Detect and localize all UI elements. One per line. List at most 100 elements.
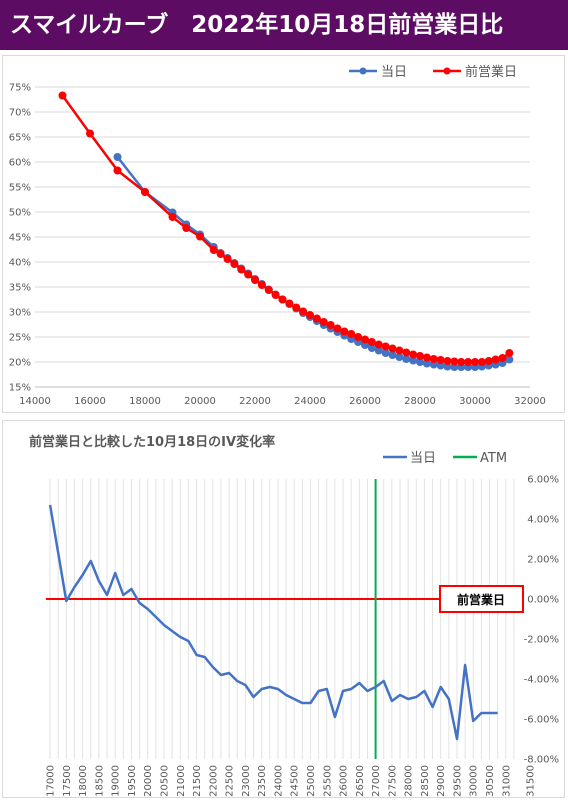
data-point (491, 355, 500, 364)
data-point (326, 321, 335, 329)
x-tick-label: 27500 (387, 765, 398, 797)
y-tick-label: 40% (9, 258, 31, 269)
y-tick-label: -4.00% (524, 675, 559, 686)
x-tick-label: 29000 (436, 765, 447, 797)
x-tick-label: 31500 (526, 765, 537, 797)
baseline-label-box (439, 585, 524, 613)
x-tick-label: 18000 (129, 396, 161, 407)
x-tick-label: 22000 (239, 396, 271, 407)
x-tick-label: 22500 (225, 765, 236, 797)
data-point (395, 346, 404, 355)
y-tick-label: 25% (9, 333, 31, 344)
data-point (230, 260, 239, 268)
x-tick-label: 24000 (294, 396, 326, 407)
legend-label-previous-day: 前営業日 (465, 64, 517, 80)
smile-curve-chart: 15% 20% 25% 30% 35% 40% 45% 50% 55% 60% 65% 70% 75% 1… (9, 64, 546, 407)
x-tick-label: 26000 (339, 765, 350, 797)
data-point (422, 353, 431, 362)
data-point (381, 342, 390, 351)
x-tick-label: 14000 (19, 396, 51, 407)
x-tick-label: 19500 (127, 765, 138, 797)
x-tick-label: 16000 (74, 396, 106, 407)
x-tick-label: 18500 (94, 765, 105, 797)
y-tick-label: 15% (9, 383, 31, 394)
data-point (381, 349, 390, 357)
y-tick-label: 6.00% (527, 475, 559, 486)
data-point (216, 250, 225, 258)
x-tick-label: 25000 (306, 765, 317, 797)
data-point (251, 276, 259, 284)
x-tick-label: 28500 (420, 765, 431, 797)
data-point (347, 330, 356, 338)
data-point (264, 286, 273, 294)
legend-label-atm: ATM (480, 451, 507, 466)
data-point (58, 91, 67, 100)
data-point (306, 311, 314, 319)
data-point (168, 213, 177, 221)
data-point (340, 327, 349, 336)
data-point (429, 355, 438, 363)
data-point (457, 358, 466, 366)
data-point (312, 314, 321, 323)
data-point (278, 295, 287, 304)
data-point (409, 350, 418, 359)
x-tick-label: 20000 (143, 765, 154, 797)
data-point (498, 354, 507, 362)
data-point (416, 352, 424, 360)
x-tick-label: 20000 (184, 396, 216, 407)
data-point (388, 351, 397, 359)
x-tick-label: 18000 (78, 765, 89, 797)
x-tick-label: 26000 (349, 396, 381, 407)
data-point (388, 344, 397, 353)
y-tick-label: 55% (9, 183, 31, 194)
x-tick-label: 23000 (241, 765, 252, 797)
x-tick-label: 26500 (355, 765, 366, 797)
y-tick-label: 50% (9, 208, 31, 219)
x-tick-label: 19000 (111, 765, 122, 797)
y-tick-label: 4.00% (527, 515, 559, 526)
data-point (436, 356, 445, 364)
y-tick-label: -8.00% (524, 755, 559, 766)
x-tick-label: 24500 (290, 765, 301, 797)
data-point (443, 357, 452, 365)
data-point (450, 357, 459, 366)
x-tick-label: 28000 (404, 765, 415, 797)
data-point (196, 232, 204, 241)
banner-title: スマイルカーブ 2022年10月18日前営業日比 (10, 12, 504, 38)
x-tick-label: 17500 (62, 765, 73, 797)
data-point (209, 246, 218, 254)
data-point (484, 357, 493, 365)
x-tick-label: 29500 (452, 765, 463, 797)
data-point (86, 129, 94, 138)
data-point (319, 318, 328, 326)
y-tick-label: 75% (9, 83, 31, 94)
x-tick-label: 30500 (485, 765, 496, 797)
data-point (285, 299, 294, 308)
x-tick-label: 20500 (160, 765, 171, 797)
data-point (374, 340, 383, 349)
data-point (113, 153, 122, 161)
data-point (367, 338, 376, 346)
data-point (464, 358, 473, 366)
series-line-previous-day (61, 94, 511, 364)
data-point (271, 291, 280, 299)
y-tick-label: 20% (9, 358, 31, 369)
data-point (237, 265, 246, 274)
y-tick-label: 30% (9, 308, 31, 319)
y-tick-label: 2.00% (527, 555, 559, 566)
x-tick-label: 30000 (469, 765, 480, 797)
x-tick-label: 21500 (192, 765, 203, 797)
x-tick-label: 28000 (404, 396, 436, 407)
data-point (395, 353, 404, 361)
y-tick-label: 60% (9, 158, 31, 169)
data-point (361, 335, 369, 344)
data-point (471, 358, 479, 366)
y-tick-label: 35% (9, 283, 31, 294)
x-tick-label: 23500 (257, 765, 268, 797)
x-tick-label: 31000 (501, 765, 512, 797)
data-point (257, 281, 266, 289)
iv-change-chart-panel: 6.00% 4.00% 2.00% 0.00% -2.00% -4.00% -6.00% -8… (2, 420, 565, 798)
data-point (402, 355, 411, 363)
y-tick-label: 45% (9, 233, 31, 244)
x-tick-label: 27000 (371, 765, 382, 797)
